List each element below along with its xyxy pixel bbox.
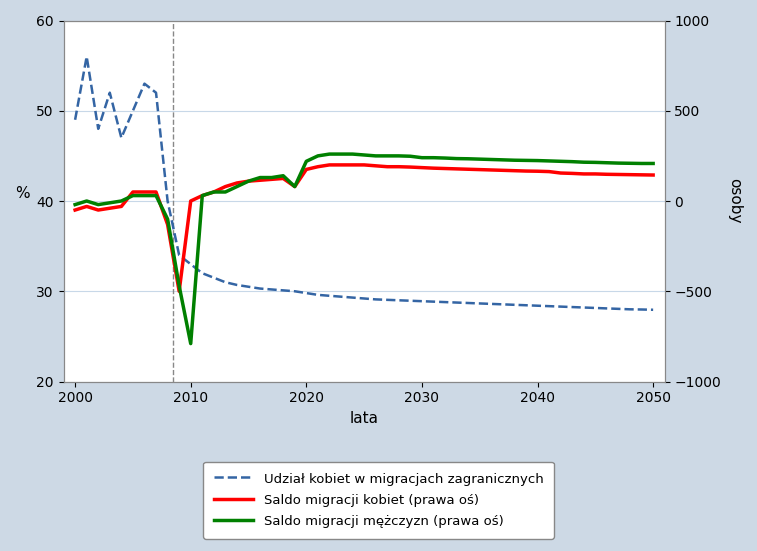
X-axis label: lata: lata xyxy=(350,411,378,426)
Udział kobiet w migracjach zagranicznych xyxy=(637,306,646,313)
Saldo migracji kobiet (prawa oś) xyxy=(325,161,334,168)
Line: Saldo migracji kobiet (prawa oś): Saldo migracji kobiet (prawa oś) xyxy=(75,165,653,291)
Saldo migracji kobiet (prawa oś) xyxy=(70,207,79,213)
Saldo migracji mężczyzn (prawa oś) xyxy=(256,174,265,181)
Saldo migracji kobiet (prawa oś) xyxy=(637,171,646,178)
Saldo migracji mężczyzn (prawa oś) xyxy=(649,160,658,167)
Y-axis label: %: % xyxy=(15,186,30,201)
Saldo migracji kobiet (prawa oś) xyxy=(256,177,265,183)
Saldo migracji mężczyzn (prawa oś) xyxy=(209,188,218,195)
Saldo migracji mężczyzn (prawa oś) xyxy=(510,157,519,164)
Udział kobiet w migracjach zagranicznych xyxy=(649,306,658,313)
Udział kobiet w migracjach zagranicznych xyxy=(70,116,79,123)
Line: Udział kobiet w migracjach zagranicznych: Udział kobiet w migracjach zagranicznych xyxy=(75,57,653,310)
Saldo migracji mężczyzn (prawa oś) xyxy=(475,156,484,163)
Saldo migracji kobiet (prawa oś) xyxy=(209,188,218,195)
Saldo migracji mężczyzn (prawa oś) xyxy=(70,201,79,208)
Udział kobiet w migracjach zagranicznych xyxy=(267,286,276,293)
Saldo migracji kobiet (prawa oś) xyxy=(649,172,658,179)
Saldo migracji kobiet (prawa oś) xyxy=(175,288,184,295)
Udział kobiet w migracjach zagranicznych xyxy=(82,53,91,60)
Udział kobiet w migracjach zagranicznych xyxy=(463,300,472,306)
Udział kobiet w migracjach zagranicznych xyxy=(209,274,218,281)
Legend: Udział kobiet w migracjach zagranicznych, Saldo migracji kobiet (prawa oś), Sald: Udział kobiet w migracjach zagranicznych… xyxy=(203,462,554,539)
Udział kobiet w migracjach zagranicznych xyxy=(256,285,265,292)
Saldo migracji kobiet (prawa oś) xyxy=(267,176,276,182)
Saldo migracji mężczyzn (prawa oś) xyxy=(186,341,195,347)
Saldo migracji kobiet (prawa oś) xyxy=(510,168,519,174)
Saldo migracji mężczyzn (prawa oś) xyxy=(325,151,334,158)
Saldo migracji kobiet (prawa oś) xyxy=(475,166,484,173)
Saldo migracji mężczyzn (prawa oś) xyxy=(637,160,646,167)
Saldo migracji mężczyzn (prawa oś) xyxy=(267,174,276,181)
Udział kobiet w migracjach zagranicznych xyxy=(498,301,507,307)
Line: Saldo migracji mężczyzn (prawa oś): Saldo migracji mężczyzn (prawa oś) xyxy=(75,154,653,344)
Y-axis label: osoby: osoby xyxy=(727,179,742,224)
